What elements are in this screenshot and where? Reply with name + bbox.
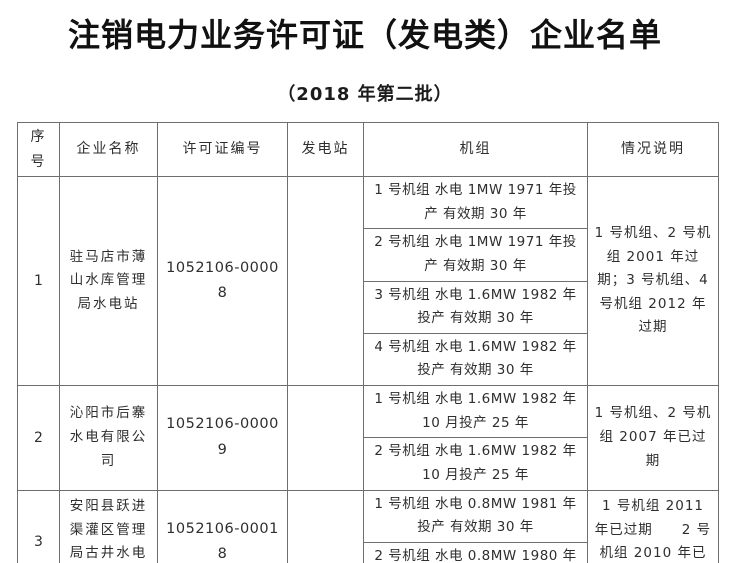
header-enterprise-name: 企业名称 (59, 122, 158, 177)
cell-row3-enterprise-name: 安阳县跃进渠灌区管理局古井水电站 (59, 489, 158, 563)
table-row-1-unit-1: 1 驻马店市薄山水库管理局水电站 1052106-00008 1 号机组 水电 … (17, 175, 719, 386)
cell-row1-enterprise-name: 驻马店市薄山水库管理局水电站 (59, 176, 158, 386)
cell-row1-power-station (287, 176, 364, 386)
header-power-station: 发电站 (287, 122, 364, 177)
cell-row1-license-number: 1052106-00008 (157, 176, 288, 386)
table-row-1-unit-2: 2 号机组 水电 1MW 1971 年投产 有效期 30 年 (18, 228, 719, 282)
cell-row2-unit-1: 1 号机组 水电 1.6MW 1982 年 10 月投产 25 年 (363, 384, 588, 439)
document-title: 注销电力业务许可证（发电类）企业名单 (67, 16, 662, 54)
cell-row1-unit-3: 3 号机组 水电 1.6MW 1982 年投产 有效期 30 年 (363, 280, 588, 334)
cell-row2-index: 2 (17, 385, 60, 491)
cell-row1-index: 1 (17, 176, 60, 386)
cell-row3-index: 3 (17, 489, 60, 563)
cell-row2-power-station (287, 385, 364, 491)
cell-row1-unit-1: 1 号机组 水电 1MW 1971 年投产 有效期 30 年 (363, 175, 588, 230)
cell-row2-unit-2: 2 号机组 水电 1.6MW 1982 年 10 月投产 25 年 (363, 437, 588, 491)
cell-row3-unit-2: 2 号机组 水电 0.8MW 1980 年投产 有效期 30 年 (363, 541, 588, 563)
table-row-3-unit-2: 2 号机组 水电 0.8MW 1980 年投产 有效期 30 年 (18, 541, 719, 563)
cell-row3-unit-1: 1 号机组 水电 0.8MW 1981 年投产 有效期 30 年 (363, 489, 588, 543)
table-row-2-unit-1: 2 沁阳市后寨水电有限公司 1052106-00009 1 号机组 水电 1.6… (17, 384, 719, 491)
header-units: 机组 (363, 122, 588, 177)
table-row-2-unit-2: 2 号机组 水电 1.6MW 1982 年 10 月投产 25 年 (18, 437, 719, 491)
cell-row1-remark: 1 号机组、2 号机组 2001 年过期；3 号机组、4 号机组 2012 年过… (587, 176, 719, 386)
cell-row2-license-number: 1052106-00009 (157, 385, 288, 491)
table-row-3-unit-1: 3 安阳县跃进渠灌区管理局古井水电站 1052106-00018 1 号机组 水… (17, 489, 719, 563)
cell-row3-power-station (287, 489, 364, 563)
license-table: 序号 企业名称 许可证编号 发电站 机组 情况说明 1 驻马店市薄山水库管理局水… (17, 122, 719, 563)
table-row-1-unit-4: 4 号机组 水电 1.6MW 1982 年投产 有效期 30 年 (18, 332, 719, 387)
cell-row3-license-number: 1052106-00018 (157, 489, 288, 563)
document-subtitle: （2018 年第二批） (277, 84, 453, 105)
table-row-1-unit-3: 3 号机组 水电 1.6MW 1982 年投产 有效期 30 年 (18, 280, 719, 334)
cell-row2-remark: 1 号机组、2 号机组 2007 年已过期 (587, 385, 719, 491)
cell-row1-unit-4: 4 号机组 水电 1.6MW 1982 年投产 有效期 30 年 (363, 332, 588, 387)
table-header-row: 序号 企业名称 许可证编号 发电站 机组 情况说明 (17, 122, 719, 177)
header-index: 序号 (17, 122, 60, 177)
header-license-number: 许可证编号 (157, 122, 288, 177)
header-remark: 情况说明 (587, 122, 719, 177)
cell-row2-enterprise-name: 沁阳市后寨水电有限公司 (59, 385, 158, 491)
cell-row3-remark: 1 号机组 2011 年已过期 2 号机组 2010 年已过期 (587, 489, 719, 563)
cell-row1-unit-2: 2 号机组 水电 1MW 1971 年投产 有效期 30 年 (363, 228, 588, 282)
